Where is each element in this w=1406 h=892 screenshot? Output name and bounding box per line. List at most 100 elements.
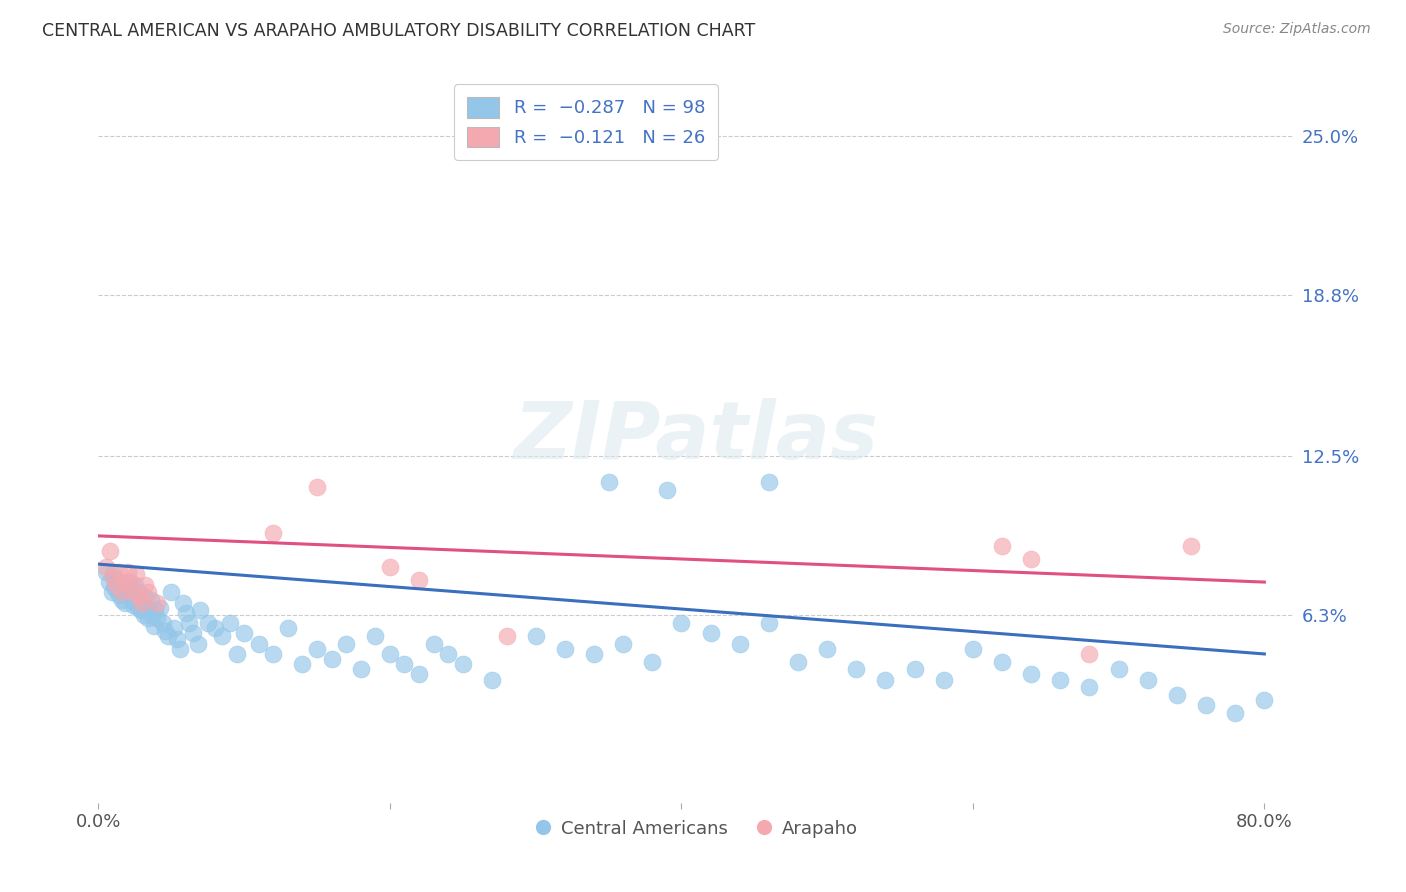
Point (142, 618, 165, 632)
Point (121, 593, 143, 607)
Point (134, 577, 156, 591)
Point (932, 673, 955, 687)
Text: Source: ZipAtlas.com: Source: ZipAtlas.com (1223, 22, 1371, 37)
Point (100, 585, 122, 599)
Point (728, 637, 751, 651)
Point (408, 667, 430, 681)
Point (169, 641, 191, 656)
Point (962, 641, 984, 656)
Point (136, 585, 159, 599)
Point (1180, 539, 1202, 553)
Point (160, 585, 183, 599)
Point (233, 626, 256, 640)
Point (152, 616, 174, 631)
Point (845, 662, 868, 676)
Point (128, 585, 150, 599)
Point (364, 629, 387, 643)
Point (699, 626, 721, 640)
Point (903, 662, 925, 676)
Point (758, 616, 780, 631)
Point (174, 606, 197, 620)
Point (122, 598, 145, 612)
Point (110, 577, 132, 591)
Point (115, 580, 138, 594)
Point (655, 483, 678, 497)
Point (218, 616, 240, 631)
Point (598, 475, 620, 489)
Point (350, 662, 373, 676)
Point (641, 655, 664, 669)
Point (787, 655, 810, 669)
Point (582, 647, 605, 661)
Point (136, 611, 159, 625)
Point (991, 655, 1014, 669)
Point (277, 621, 299, 635)
Point (291, 657, 314, 672)
Point (437, 647, 460, 661)
Point (335, 637, 357, 651)
Point (141, 608, 163, 623)
Point (1108, 662, 1130, 676)
Point (524, 629, 547, 643)
Point (117, 565, 139, 579)
Point (135, 600, 157, 615)
Point (94, 559, 117, 574)
Text: CENTRAL AMERICAN VS ARAPAHO AMBULATORY DISABILITY CORRELATION CHART: CENTRAL AMERICAN VS ARAPAHO AMBULATORY D… (42, 22, 755, 40)
Point (114, 575, 136, 590)
Point (211, 629, 233, 643)
Point (145, 596, 167, 610)
Point (186, 637, 208, 651)
Point (128, 591, 150, 605)
Point (1225, 706, 1247, 720)
Point (120, 582, 142, 597)
Point (101, 570, 124, 584)
Point (451, 657, 474, 672)
Point (125, 591, 148, 605)
Point (181, 626, 204, 640)
Point (262, 526, 284, 541)
Point (321, 652, 343, 666)
Point (131, 596, 153, 610)
Point (120, 575, 142, 590)
Point (1166, 688, 1188, 702)
Point (139, 593, 162, 607)
Point (122, 585, 145, 599)
Point (143, 603, 166, 617)
Point (1078, 681, 1101, 695)
Point (97, 575, 120, 590)
Point (671, 616, 693, 631)
Point (111, 593, 134, 607)
Point (875, 673, 897, 687)
Legend: Central Americans, Arapaho: Central Americans, Arapaho (527, 813, 865, 845)
Point (1078, 647, 1101, 661)
Point (132, 608, 155, 623)
Point (112, 585, 135, 599)
Point (155, 624, 177, 638)
Point (138, 603, 160, 617)
Point (394, 657, 416, 672)
Point (118, 588, 141, 602)
Point (524, 141, 547, 155)
Point (422, 637, 444, 651)
Point (815, 641, 838, 656)
Point (1019, 552, 1042, 566)
Point (172, 596, 194, 610)
Point (1049, 673, 1071, 687)
Point (262, 647, 284, 661)
Point (495, 629, 517, 643)
Point (1195, 698, 1218, 713)
Point (1136, 673, 1159, 687)
Point (1253, 693, 1275, 707)
Point (149, 600, 172, 615)
Point (103, 580, 125, 594)
Point (101, 567, 124, 582)
Point (114, 596, 136, 610)
Point (166, 632, 188, 646)
Point (125, 567, 148, 582)
Point (177, 616, 200, 631)
Point (1019, 667, 1042, 681)
Point (108, 565, 131, 579)
Point (124, 577, 146, 591)
Point (408, 573, 430, 587)
Point (190, 603, 212, 617)
